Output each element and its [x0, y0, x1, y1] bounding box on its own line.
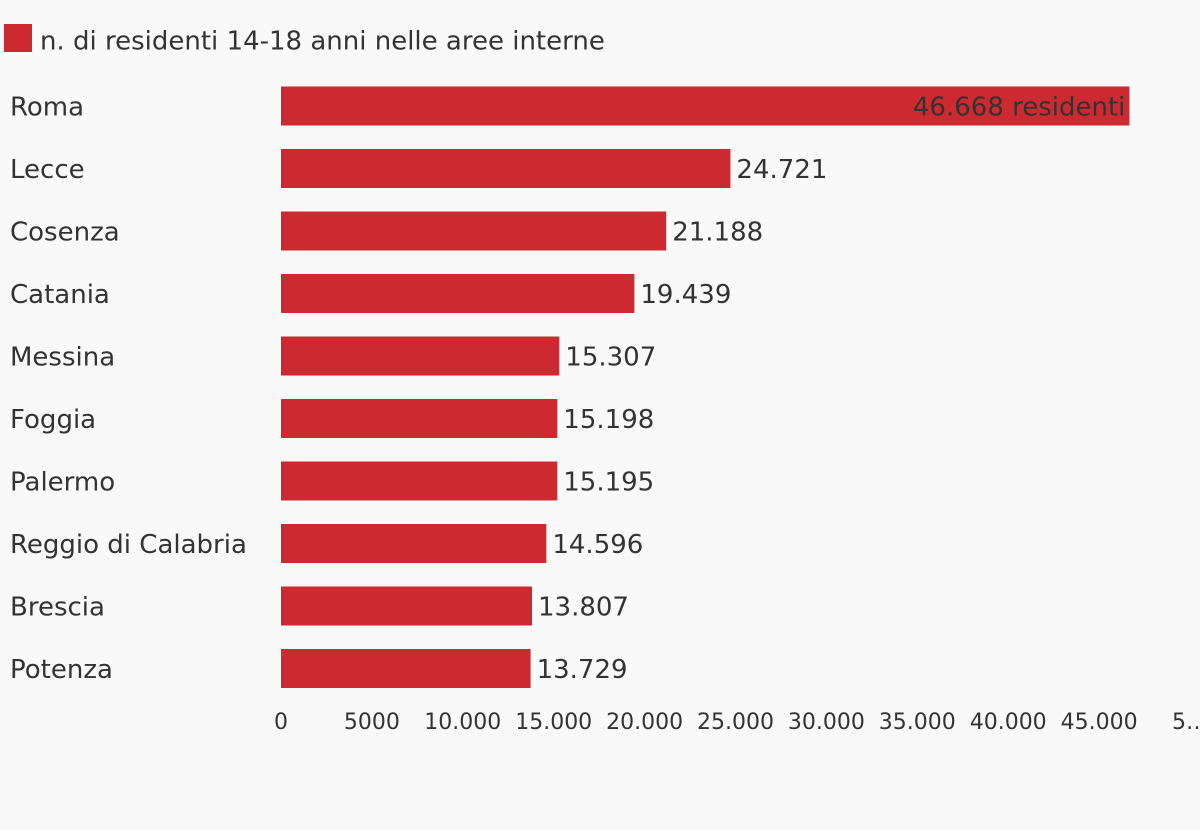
bar: [281, 586, 533, 626]
bar: [281, 86, 1130, 126]
bar: [281, 461, 558, 501]
value-label: 19.439: [640, 280, 731, 310]
bar: [281, 149, 731, 188]
bar: [281, 524, 547, 563]
category-label: Catania: [10, 280, 110, 310]
bar: [281, 649, 531, 688]
value-label: 15.307: [565, 343, 656, 373]
bar: [281, 399, 558, 438]
x-tick-label: 5…: [1172, 710, 1200, 735]
category-label: Foggia: [10, 405, 96, 435]
value-label: 13.729: [537, 655, 628, 685]
category-label: Reggio di Calabria: [10, 530, 247, 560]
x-tick-label: 40.000: [970, 710, 1047, 735]
value-label: 14.596: [552, 530, 643, 560]
value-label: 13.807: [538, 593, 629, 623]
category-label: Brescia: [10, 593, 105, 623]
value-label: 15.198: [563, 405, 654, 435]
value-label: 15.195: [563, 468, 654, 498]
x-tick-label: 0: [274, 710, 288, 735]
x-tick-label: 30.000: [788, 710, 865, 735]
legend-label: n. di residenti 14-18 anni nelle aree in…: [40, 27, 605, 57]
category-label: Roma: [10, 93, 84, 123]
x-tick-label: 10.000: [424, 710, 501, 735]
bar: [281, 336, 560, 376]
x-tick-label: 15.000: [515, 710, 592, 735]
legend-swatch: [4, 24, 32, 52]
category-label: Palermo: [10, 468, 115, 498]
bar: [281, 274, 635, 313]
value-label: 21.188: [672, 218, 763, 248]
x-tick-label: 20.000: [606, 710, 683, 735]
x-tick-label: 5000: [344, 710, 400, 735]
category-label: Potenza: [10, 655, 113, 685]
category-label: Lecce: [10, 155, 85, 185]
x-tick-label: 35.000: [879, 710, 956, 735]
x-tick-label: 45.000: [1061, 710, 1138, 735]
category-label: Cosenza: [10, 218, 120, 248]
category-label: Messina: [10, 343, 115, 373]
bar: [281, 211, 667, 251]
value-label: 24.721: [736, 155, 827, 185]
x-tick-label: 25.000: [697, 710, 774, 735]
value-label: 46.668 residenti: [913, 93, 1126, 123]
